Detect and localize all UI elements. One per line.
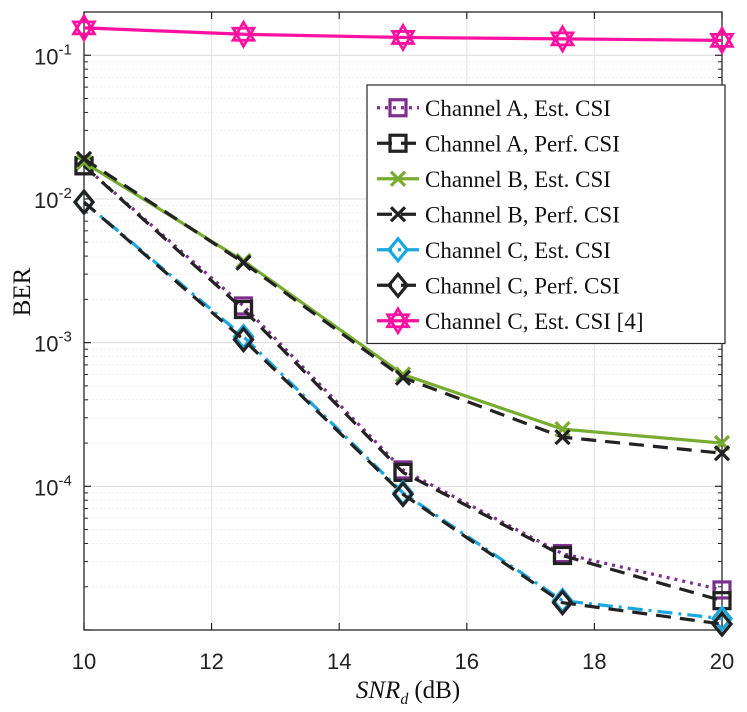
data-point bbox=[72, 188, 96, 216]
x-tick-label: 12 bbox=[199, 649, 223, 674]
legend-marker bbox=[388, 98, 408, 118]
hexagram-triangle-up bbox=[549, 24, 576, 47]
y-tick-exponent: -4 bbox=[58, 472, 71, 489]
hexagram-triangle-down bbox=[230, 26, 257, 50]
series-line bbox=[82, 164, 723, 603]
y-tick-base: 10 bbox=[34, 475, 58, 500]
legend-marker bbox=[385, 305, 411, 336]
data-point bbox=[713, 445, 731, 462]
data-point bbox=[390, 22, 416, 53]
y-tick-base: 10 bbox=[34, 44, 58, 69]
legend-entry: Channel C, Est. CSI [4] bbox=[377, 305, 644, 336]
x-tick-label: 16 bbox=[455, 649, 479, 674]
series-7 bbox=[71, 13, 735, 56]
y-tick-label: 10-4 bbox=[34, 472, 72, 500]
data-point bbox=[75, 150, 93, 168]
legend-label: Channel B, Perf. CSI bbox=[425, 202, 620, 227]
legend-label: Channel C, Perf. CSI bbox=[425, 273, 620, 298]
legend-marker bbox=[388, 133, 408, 153]
hexagram-triangle-down bbox=[71, 20, 97, 43]
legend-marker bbox=[386, 236, 410, 264]
data-point bbox=[71, 13, 97, 43]
y-tick-exponent: -1 bbox=[58, 41, 71, 58]
y-tick-exponent: -2 bbox=[58, 185, 71, 202]
data-point bbox=[394, 369, 412, 386]
y-tick-label: 10-2 bbox=[34, 185, 72, 213]
data-point bbox=[549, 24, 576, 54]
data-point bbox=[554, 428, 571, 446]
legend: Channel A, Est. CSI Channel A, Perf. CSI C… bbox=[366, 84, 726, 345]
data-point bbox=[710, 610, 734, 638]
legend-entry: Channel A, Est. CSI bbox=[377, 96, 611, 121]
y-tick-exponent: -3 bbox=[58, 329, 71, 346]
data-point bbox=[712, 580, 732, 600]
data-point bbox=[232, 326, 255, 354]
legend-label: Channel C, Est. CSI [4] bbox=[425, 309, 644, 334]
x-tick-label: 20 bbox=[710, 649, 734, 674]
y-tick-base: 10 bbox=[34, 332, 58, 357]
data-point bbox=[391, 480, 415, 508]
legend-label: Channel C, Est. CSI bbox=[425, 238, 611, 263]
series-group bbox=[71, 13, 735, 638]
series-line bbox=[82, 164, 723, 592]
hexagram-triangle-up bbox=[390, 22, 416, 45]
legend-label: Channel A, Perf. CSI bbox=[425, 131, 620, 156]
legend-entry: Channel B, Est. CSI bbox=[377, 167, 611, 192]
hexagram-triangle-up bbox=[385, 305, 411, 329]
hexagram-triangle-down bbox=[709, 32, 735, 56]
x-tick-label: 14 bbox=[327, 649, 351, 674]
legend-label: Channel B, Est. CSI bbox=[425, 167, 611, 192]
data-point bbox=[551, 589, 574, 617]
legend-label: Channel A, Est. CSI bbox=[425, 96, 611, 121]
hexagram-triangle-up bbox=[230, 19, 257, 42]
x-axis-label-main: SNR bbox=[356, 677, 400, 704]
legend-marker bbox=[389, 170, 407, 187]
data-point bbox=[233, 299, 254, 320]
legend-entry: Channel A, Perf. CSI bbox=[377, 131, 620, 156]
legend-marker bbox=[386, 271, 410, 299]
legend-box bbox=[366, 84, 726, 345]
data-point bbox=[75, 154, 93, 171]
data-point bbox=[230, 19, 257, 50]
data-point bbox=[709, 25, 735, 56]
y-tick-label: 10-3 bbox=[34, 329, 72, 357]
y-axis-label: BER bbox=[9, 267, 36, 316]
legend-entry: Channel B, Perf. CSI bbox=[377, 202, 620, 227]
series-line bbox=[82, 200, 723, 621]
x-axis-label: SNRd (dB) bbox=[356, 677, 460, 708]
series-line bbox=[82, 200, 723, 626]
x-tick-label: 18 bbox=[582, 649, 606, 674]
series-line bbox=[83, 26, 723, 42]
x-axis-label-sub: d bbox=[400, 691, 409, 708]
data-point bbox=[235, 254, 252, 271]
hexagram-triangle-down bbox=[549, 31, 576, 54]
x-axis-label-unit: (dB) bbox=[414, 677, 460, 704]
data-point bbox=[552, 545, 573, 566]
hexagram-triangle-down bbox=[390, 30, 416, 53]
hexagram-triangle-up bbox=[709, 25, 735, 48]
legend-entry: Channel C, Est. CSI bbox=[377, 236, 611, 264]
hexagram-triangle-down bbox=[385, 313, 411, 336]
series-4 bbox=[75, 150, 731, 462]
series-6 bbox=[72, 188, 734, 638]
y-tick-label: 10-1 bbox=[34, 41, 72, 69]
legend-marker bbox=[389, 206, 407, 223]
hexagram-triangle-up bbox=[71, 13, 97, 36]
legend-entry: Channel C, Perf. CSI bbox=[377, 271, 620, 299]
data-point bbox=[710, 605, 734, 633]
x-tick-label: 10 bbox=[72, 649, 96, 674]
y-tick-base: 10 bbox=[34, 188, 58, 213]
